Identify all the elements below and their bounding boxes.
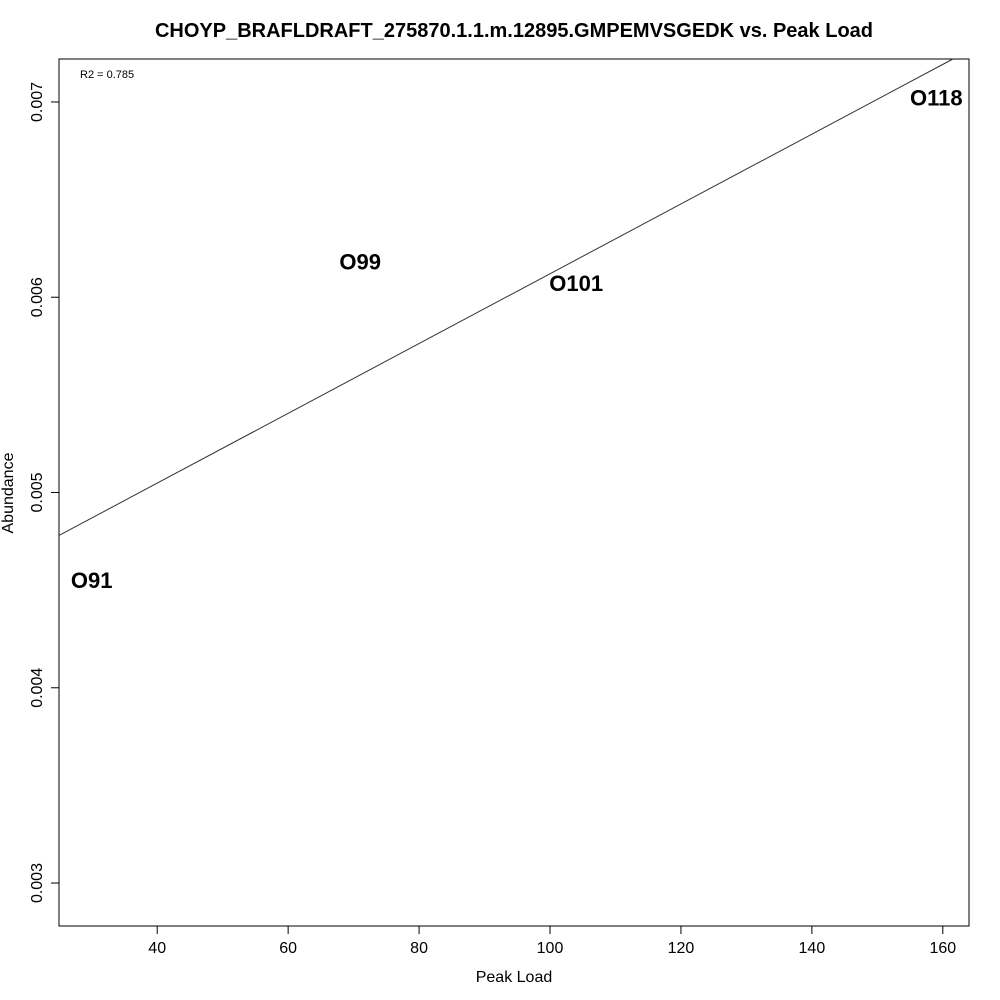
- x-tick-label: 140: [799, 940, 826, 957]
- y-tick-label: 0.003: [29, 863, 46, 903]
- y-tick-label: 0.004: [29, 668, 46, 708]
- y-axis: 0.003 0.004 0.005 0.006 0.007: [29, 82, 59, 903]
- y-tick-label: 0.007: [29, 82, 46, 122]
- chart-title: CHOYP_BRAFLDRAFT_275870.1.1.m.12895.GMPE…: [155, 20, 873, 42]
- r2-annotation: R2 = 0.785: [80, 69, 134, 81]
- regression-line: [58, 58, 954, 536]
- data-points: O91 O99 O101 O118: [71, 86, 963, 593]
- x-tick-label: 160: [929, 940, 956, 957]
- y-tick-label: 0.005: [29, 472, 46, 512]
- y-tick-label: 0.006: [29, 277, 46, 317]
- point-label-o101: O101: [549, 271, 603, 296]
- x-tick-label: 80: [410, 940, 428, 957]
- point-label-o118: O118: [910, 86, 963, 111]
- x-tick-label: 120: [668, 940, 695, 957]
- x-tick-label: 100: [537, 940, 564, 957]
- point-label-o99: O99: [339, 250, 381, 275]
- x-tick-label: 60: [279, 940, 297, 957]
- y-axis-title: Abundance: [0, 452, 17, 533]
- fit-line-layer: [58, 58, 954, 536]
- x-tick-label: 40: [148, 940, 166, 957]
- plot-frame: [58, 58, 970, 927]
- x-axis-title: Peak Load: [476, 969, 553, 986]
- point-label-o91: O91: [71, 568, 113, 593]
- x-axis: 40 60 80 100 120 140 160: [148, 926, 956, 957]
